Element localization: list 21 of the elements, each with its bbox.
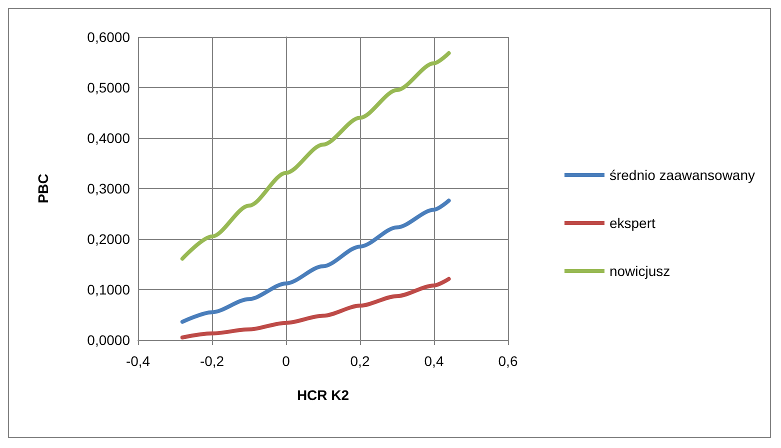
x-axis-title: HCR K2 xyxy=(296,387,350,403)
y-tick-label: 0,1000 xyxy=(87,282,130,298)
x-tick-label: -0,2 xyxy=(200,353,224,369)
y-tick-label: 0,4000 xyxy=(87,130,130,146)
x-tick-label: 0,4 xyxy=(424,353,444,369)
x-tick-label: 0,2 xyxy=(350,353,370,369)
y-tick-label: 0,2000 xyxy=(87,231,130,247)
line-series xyxy=(180,276,451,340)
line-series xyxy=(180,51,451,261)
y-tick-label: 0,3000 xyxy=(87,180,130,196)
y-tick-label: 0,0000 xyxy=(87,332,130,348)
x-tick-label: 0 xyxy=(282,353,290,369)
legend-label: średnio zaawansowany xyxy=(609,167,755,183)
x-tick-label: -0,4 xyxy=(126,353,150,369)
y-axis-title: PBC xyxy=(35,174,51,204)
x-tick-label: 0,6 xyxy=(498,353,518,369)
legend-label: nowicjusz xyxy=(609,263,670,279)
line-series xyxy=(180,198,451,324)
y-tick-label: 0,5000 xyxy=(87,80,130,96)
y-tick-label: 0,6000 xyxy=(87,29,130,45)
legend-label: ekspert xyxy=(609,215,656,231)
